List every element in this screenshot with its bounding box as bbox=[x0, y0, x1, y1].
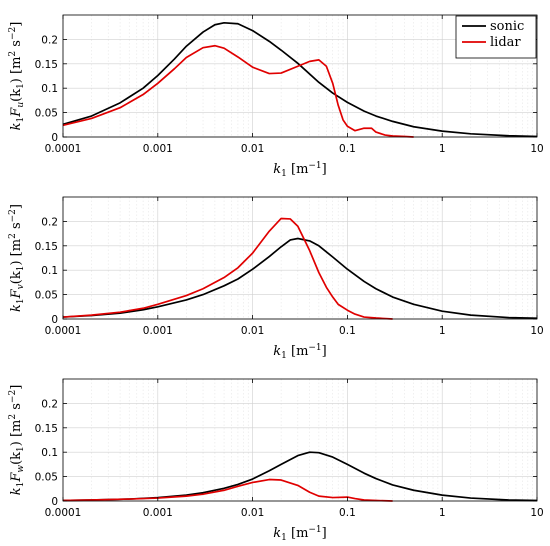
series-line-lidar bbox=[62, 217, 393, 320]
y-tick-label: 0 bbox=[51, 132, 58, 144]
y-tick-label: 0.2 bbox=[41, 216, 58, 228]
y-tick-label: 0.15 bbox=[35, 423, 58, 435]
series-line-sonic bbox=[62, 451, 538, 502]
y-axis-label: k1Fw(k1) [m2 s−2] bbox=[8, 385, 26, 496]
plot-area bbox=[63, 197, 537, 319]
y-axis-label: k1Fu(k1) [m2 s−2] bbox=[8, 22, 26, 131]
y-tick-label: 0.2 bbox=[41, 34, 58, 46]
axes-box bbox=[62, 378, 538, 502]
x-tick-label: 0.001 bbox=[143, 143, 173, 155]
chart-panel-3: 0.0001 0.001 0.01 0.1 1 10 0 0.05 0.1 0.15 0.2 k1 [… bbox=[8, 378, 544, 543]
axes-box bbox=[62, 196, 538, 320]
series-line-lidar bbox=[62, 478, 393, 502]
y-tick-label: 0.05 bbox=[35, 472, 58, 484]
x-tick-label: 0.01 bbox=[241, 325, 264, 337]
x-tick-label: 0.1 bbox=[339, 325, 356, 337]
series-line-lidar bbox=[62, 44, 414, 138]
y-tick-label: 0.1 bbox=[41, 265, 58, 277]
x-axis-label: k1 [m−1] bbox=[273, 161, 327, 179]
series-line-sonic bbox=[62, 21, 538, 138]
x-tick-label: 0.01 bbox=[241, 143, 264, 155]
chart-panel-1: 0.0001 0.001 0.01 0.1 1 10 0 0.05 0.1 0.15 0.2 k1 [… bbox=[8, 14, 544, 179]
y-tick-label: 0 bbox=[51, 496, 58, 508]
y-tick-label: 0.05 bbox=[35, 290, 58, 302]
x-tick-label: 1 bbox=[439, 325, 446, 337]
x-tick-label: 0.0001 bbox=[45, 507, 82, 519]
y-tick-label: 0.2 bbox=[41, 398, 58, 410]
y-tick-label: 0.1 bbox=[41, 83, 58, 95]
grid bbox=[62, 379, 537, 502]
y-tick-label: 0.05 bbox=[35, 108, 58, 120]
x-tick-label: 0.001 bbox=[143, 325, 173, 337]
chart-panel-2: 0.0001 0.001 0.01 0.1 1 10 0 0.05 0.1 0.15 0.2 k1 [… bbox=[8, 196, 544, 361]
axes-box bbox=[62, 14, 538, 138]
x-tick-label: 0.0001 bbox=[45, 143, 82, 155]
legend-box bbox=[455, 15, 537, 59]
x-tick-label: 0.1 bbox=[339, 143, 356, 155]
x-tick-label: 0.1 bbox=[339, 507, 356, 519]
y-tick-label: 0.15 bbox=[35, 241, 58, 253]
y-axis-label: k1Fv(k1) [m2 s−2] bbox=[8, 204, 26, 312]
x-axis-label: k1 [m−1] bbox=[273, 343, 327, 361]
x-tick-label: 1 bbox=[439, 507, 446, 519]
x-tick-label: 0.001 bbox=[143, 507, 173, 519]
x-axis-label: k1 [m−1] bbox=[273, 525, 327, 543]
legend-label-lidar: lidar bbox=[490, 35, 521, 50]
grid bbox=[62, 15, 537, 138]
x-tick-label: 1 bbox=[439, 143, 446, 155]
x-tick-label: 10 bbox=[530, 325, 543, 337]
x-tick-label: 0.01 bbox=[241, 507, 264, 519]
x-tick-label: 10 bbox=[530, 143, 543, 155]
y-tick-label: 0 bbox=[51, 314, 58, 326]
y-tick-label: 0.15 bbox=[35, 59, 58, 71]
y-tick-label: 0.1 bbox=[41, 447, 58, 459]
x-tick-label: 0.0001 bbox=[45, 325, 82, 337]
x-tick-label: 10 bbox=[530, 507, 543, 519]
legend-label-sonic: sonic bbox=[490, 19, 524, 34]
plot-area bbox=[63, 379, 537, 501]
series-line-sonic bbox=[62, 237, 538, 320]
